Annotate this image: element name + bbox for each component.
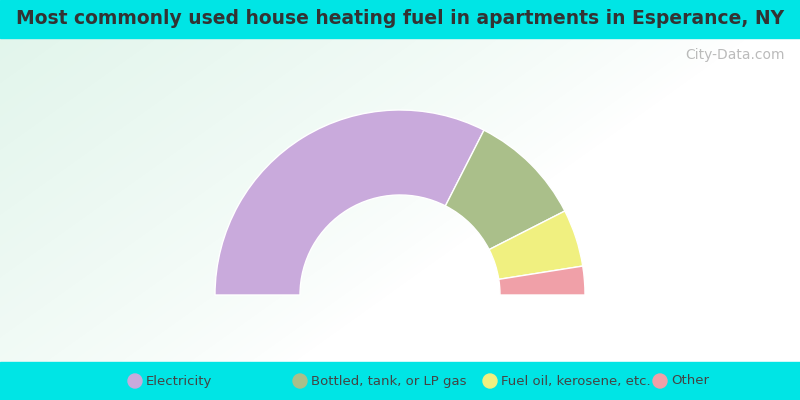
Circle shape [483,374,497,388]
Wedge shape [498,266,585,295]
Text: Electricity: Electricity [146,374,212,388]
Circle shape [293,374,307,388]
Text: City-Data.com: City-Data.com [686,48,785,62]
Bar [0,362,800,400]
Wedge shape [489,211,582,279]
Bar [0,0,800,38]
Circle shape [128,374,142,388]
Wedge shape [446,130,565,250]
Text: Other: Other [671,374,709,388]
Wedge shape [215,110,484,295]
Circle shape [653,374,667,388]
Text: Bottled, tank, or LP gas: Bottled, tank, or LP gas [311,374,466,388]
Text: Fuel oil, kerosene, etc.: Fuel oil, kerosene, etc. [501,374,650,388]
Text: Most commonly used house heating fuel in apartments in Esperance, NY: Most commonly used house heating fuel in… [16,10,784,28]
